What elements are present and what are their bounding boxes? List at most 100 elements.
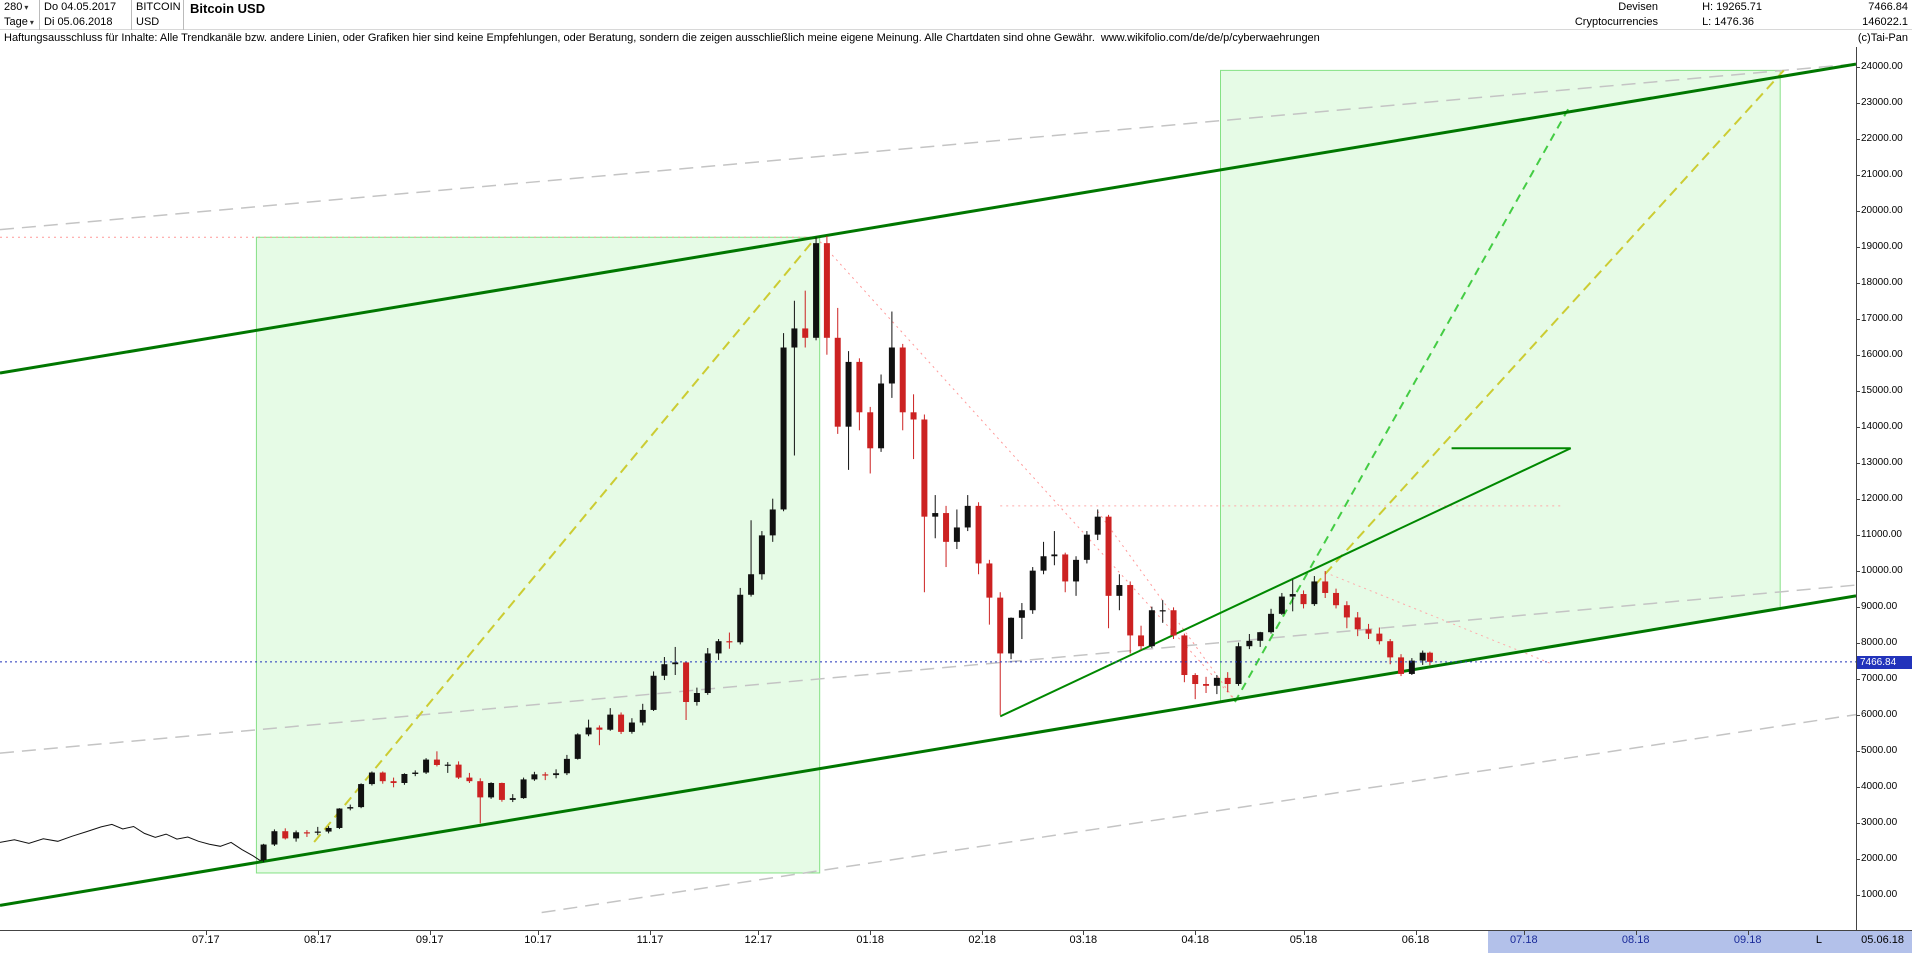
disclaimer-link[interactable]: www.wikifolio.com/de/de/p/cyberwaehrunge…	[1100, 32, 1320, 44]
candle-body	[986, 563, 993, 598]
candle-body	[802, 328, 809, 338]
disclaimer-text: Haftungsausschluss für Inhalte: Alle Tre…	[4, 32, 1095, 44]
green-support-major	[0, 594, 1857, 907]
candle-body	[780, 347, 787, 510]
candle-body	[1311, 581, 1318, 605]
time-axis-tick	[1415, 931, 1417, 935]
price-axis-tick	[1857, 318, 1860, 320]
candle-body	[910, 412, 917, 420]
last-date-marker: L	[1815, 934, 1822, 946]
period-value: 280	[4, 1, 23, 13]
price-axis-label: 7000.00	[1861, 672, 1898, 684]
period-unit-dropdown[interactable]: Tage ▾	[0, 15, 40, 30]
time-axis-label: 08.17	[304, 934, 332, 946]
candle-body	[650, 675, 657, 710]
candle-body	[542, 774, 549, 776]
candle-body	[303, 832, 310, 834]
last-date-label: 05.06.18	[1861, 934, 1904, 946]
period-unit: Tage	[4, 16, 28, 28]
time-axis-label: 07.17	[192, 934, 220, 946]
price-axis-label: 10000.00	[1861, 564, 1903, 576]
candle-body	[953, 527, 960, 542]
candle-body	[563, 758, 570, 774]
candle-body	[282, 831, 289, 839]
candle-body	[1062, 554, 1069, 582]
candle-body	[1246, 640, 1253, 647]
time-axis-tick	[650, 931, 651, 935]
candle-body	[466, 777, 473, 782]
candle-body	[1376, 633, 1383, 642]
high-low-block: H: 19265.71 L: 1476.36	[1702, 0, 1762, 30]
price-history-line	[0, 823, 264, 861]
candle-body	[607, 714, 614, 730]
red-decline-may	[1325, 571, 1553, 665]
price-axis-tick	[1857, 354, 1860, 356]
price-axis-tick	[1857, 282, 1860, 284]
candle-body	[412, 772, 419, 774]
candle-body	[1051, 554, 1058, 557]
candle-body	[509, 798, 516, 800]
chart-title: Bitcoin USD	[190, 1, 266, 16]
candle-body	[1278, 596, 1285, 614]
candle-body	[347, 807, 354, 809]
chart-plot-area[interactable]	[0, 47, 1857, 930]
candle-body	[444, 764, 451, 766]
time-axis-tick	[205, 931, 207, 935]
candle-body	[336, 808, 343, 828]
time-axis-tick	[1083, 931, 1085, 935]
candle-body	[1343, 605, 1350, 618]
candle-body	[401, 773, 408, 783]
candle-body	[672, 662, 679, 665]
time-axis-label: 04.18	[1181, 934, 1209, 946]
price-axis-label: 18000.00	[1861, 276, 1903, 288]
candle-body	[1398, 657, 1405, 674]
price-axis-tick	[1857, 102, 1860, 104]
time-axis-label: 02.18	[968, 934, 996, 946]
future-period-highlight	[1487, 931, 1912, 953]
yellow-projection	[1313, 69, 1785, 587]
candle-body	[271, 831, 278, 845]
candle-body	[1289, 594, 1296, 597]
category-line2: Cryptocurrencies	[1574, 16, 1658, 28]
candle-body	[823, 243, 830, 338]
price-axis-label: 20000.00	[1861, 204, 1903, 216]
gray-channel-upper	[0, 63, 1857, 231]
price-axis-label: 24000.00	[1861, 60, 1903, 72]
time-axis-label: 03.18	[1069, 934, 1098, 946]
candle-body	[813, 243, 820, 338]
candle-body	[1181, 635, 1188, 676]
candle-body	[477, 781, 484, 798]
candle-body	[1148, 610, 1155, 647]
candle-body	[596, 727, 603, 730]
green-mid-resistance	[999, 447, 1572, 718]
green-steep-projection	[1234, 104, 1572, 703]
date-from-field[interactable]: Do 04.05.2017	[40, 0, 132, 15]
candle-body	[488, 782, 495, 798]
candle-body	[1040, 556, 1047, 571]
price-axis-label: 15000.00	[1861, 384, 1903, 396]
price-axis-label: 14000.00	[1861, 420, 1903, 432]
candle-body	[379, 772, 386, 782]
candle-body	[964, 505, 971, 528]
period-value-dropdown[interactable]: 280 ▾	[0, 0, 40, 15]
yellow-rally-2017	[313, 236, 817, 843]
red-decline-march	[1097, 510, 1236, 701]
price-axis-tick	[1857, 426, 1860, 428]
price-axis: 1000.00 2000.00 3000.00 4000.00 5000.00 6000.…	[1856, 47, 1912, 930]
price-axis-tick	[1857, 210, 1860, 212]
price-axis-tick	[1857, 822, 1860, 824]
candle-body	[726, 641, 733, 643]
price-axis-tick	[1857, 462, 1860, 464]
candle-body	[423, 759, 430, 773]
candle-body	[1300, 594, 1307, 605]
candle-body	[618, 714, 625, 732]
date-to-field[interactable]: Di 05.06.2018	[40, 15, 132, 30]
candle-body	[1213, 677, 1220, 686]
time-axis: 07.17 08.17 09.17 10.17 11.17 12.17 01.18 02.18…	[0, 930, 1912, 953]
time-axis-label: 11.17	[636, 934, 664, 946]
time-axis-label: 05.18	[1289, 934, 1318, 946]
price-axis-tick	[1857, 66, 1860, 68]
disclaimer-bar: Haftungsausschluss für Inhalte: Alle Tre…	[0, 30, 1912, 47]
price-axis-tick	[1857, 570, 1860, 572]
category-block: Devisen Cryptocurrencies	[1575, 0, 1658, 30]
